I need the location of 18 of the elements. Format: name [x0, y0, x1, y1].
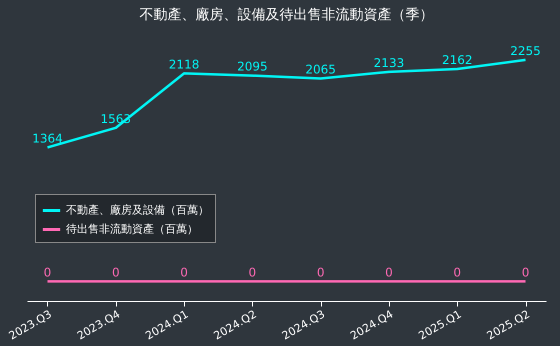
data-label: 2133 [374, 56, 404, 70]
data-label: 1364 [32, 131, 63, 146]
data-label: 0 [44, 265, 52, 280]
data-label: 2118 [168, 57, 200, 72]
data-label: 2255 [510, 44, 541, 58]
legend-label: 待出售非流動資產（百萬） [66, 222, 198, 236]
data-label: 0 [248, 265, 256, 280]
data-label: 0 [522, 265, 530, 280]
data-label: 0 [112, 265, 120, 280]
legend-label: 不動產、廠房及設備（百萬） [66, 204, 209, 216]
data-label: 2162 [442, 53, 472, 68]
data-label: 2095 [237, 60, 268, 74]
data-label: 0 [385, 265, 393, 280]
data-label: 0 [316, 265, 324, 280]
data-label: 0 [453, 265, 462, 280]
data-label: 2065 [305, 62, 336, 77]
chart-title: 不動產、廠房、設備及待出售非流動資產（季） [140, 7, 434, 23]
data-label: 0 [180, 265, 188, 280]
